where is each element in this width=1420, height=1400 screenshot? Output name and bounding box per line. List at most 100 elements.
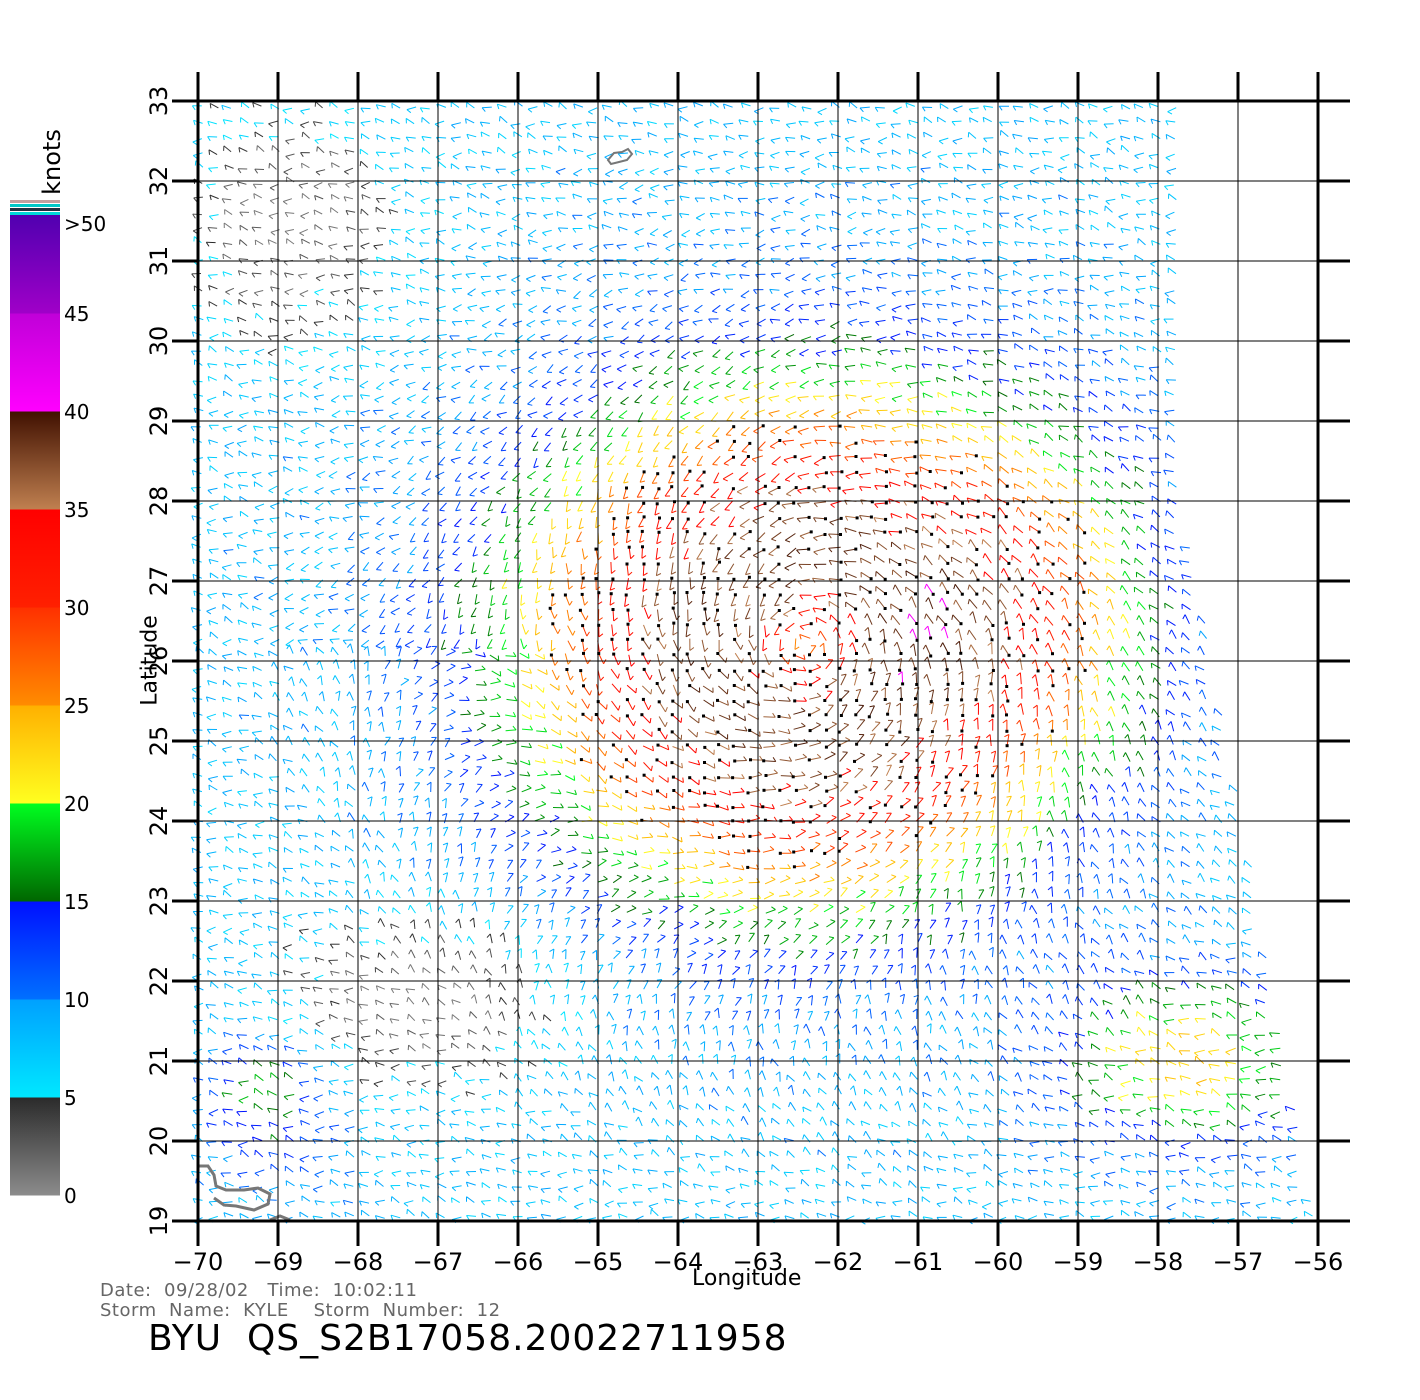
wind-vector-barb (267, 1016, 271, 1022)
wind-vector (977, 717, 979, 730)
wind-vector (1012, 1047, 1023, 1052)
wind-vector-barb (1106, 721, 1110, 726)
wind-vector (1001, 949, 1007, 959)
wind-vector (563, 1026, 569, 1036)
wind-vector (944, 703, 949, 716)
wind-vector (716, 1025, 719, 1036)
wind-vector-barb (1181, 880, 1185, 886)
wind-vector-barb (1240, 941, 1244, 947)
wind-vector (1035, 718, 1040, 730)
wind-vector-barb (814, 889, 820, 893)
wind-vector (733, 851, 746, 855)
wind-vector (267, 1016, 278, 1021)
wind-vector-barb (419, 1105, 422, 1111)
wind-vector (254, 894, 264, 900)
wind-vector-barb (1151, 708, 1154, 714)
wind-vector (674, 879, 685, 885)
wind-vector (552, 994, 555, 1005)
wind-vector-barb (1198, 905, 1201, 911)
wind-vector (597, 964, 604, 974)
wind-vector-barb (631, 905, 637, 909)
wind-vector-barb (829, 845, 835, 849)
wind-vector (536, 876, 546, 882)
wind-vector (961, 719, 965, 732)
wind-vector-barb (513, 1073, 517, 1079)
wind-vector-barb (606, 1040, 610, 1045)
wind-vector (398, 706, 402, 716)
wind-vector-barb (1043, 1213, 1047, 1219)
wind-vector (282, 1061, 293, 1067)
wind-vector (612, 980, 620, 990)
wind-vector (804, 1088, 811, 1098)
wind-vector (1111, 796, 1116, 807)
wind-vector-barb (984, 994, 988, 1000)
wind-vector (1242, 1210, 1252, 1218)
wind-vector (474, 901, 478, 912)
wind-vector-barb (358, 975, 363, 980)
wind-vector-barb (1088, 1080, 1092, 1085)
wind-vector-barb (1166, 907, 1168, 913)
wind-vector-barb (953, 1196, 956, 1202)
wind-vector-barb (697, 831, 702, 836)
wind-vector (527, 1153, 538, 1157)
wind-vector (1060, 1042, 1068, 1051)
wind-vector (1072, 1094, 1083, 1097)
wind-vector-barb (592, 949, 597, 954)
rain-flag-marker (579, 758, 583, 762)
wind-vector (399, 798, 404, 808)
wind-vector-barb (699, 1086, 704, 1092)
wind-vector (1209, 1078, 1221, 1082)
wind-vector (1042, 1060, 1053, 1064)
wind-vector (793, 978, 796, 989)
wind-vector (865, 1070, 871, 1080)
wind-vector-barb (381, 795, 387, 800)
rain-flag-marker (1005, 744, 1009, 748)
wind-vector-barb (1242, 1143, 1248, 1147)
wind-vector (452, 1185, 462, 1188)
wind-vector (1023, 795, 1026, 807)
wind-vector-barb (1016, 719, 1021, 725)
wind-vector-barb (717, 964, 723, 968)
wind-vector-barb (640, 1010, 646, 1014)
wind-vector (550, 792, 562, 795)
wind-vector-barb (914, 919, 920, 921)
wind-vector-barb (1073, 1173, 1078, 1178)
wind-vector-barb (1269, 1049, 1274, 1054)
wind-vector-barb (1071, 1096, 1077, 1101)
wind-vector (466, 1148, 475, 1156)
wind-vector-barb (875, 799, 881, 804)
wind-vector (1211, 725, 1222, 731)
wind-vector-barb (709, 1156, 714, 1161)
wind-vector (550, 728, 561, 736)
wind-vector (825, 773, 838, 778)
wind-vector (847, 1163, 857, 1171)
wind-vector-barb (540, 814, 545, 818)
wind-vector-barb (344, 1211, 347, 1218)
wind-vector-barb (694, 863, 698, 869)
wind-vector (757, 1041, 764, 1051)
wind-vector (1136, 1170, 1146, 1173)
wind-vector-barb (801, 877, 806, 882)
wind-vector-barb (904, 751, 910, 754)
wind-vector-barb (735, 934, 741, 937)
rain-flag-marker (731, 806, 735, 810)
wind-vector-barb (817, 770, 822, 775)
wind-vector (839, 782, 849, 792)
wind-vector-barb (238, 714, 243, 720)
wind-vector (686, 865, 698, 870)
wind-vector-barb (1108, 796, 1113, 802)
wind-vector-barb (207, 1077, 212, 1083)
wind-vector-barb (892, 1149, 895, 1155)
wind-vector (1151, 982, 1161, 990)
wind-vector-barb (366, 749, 372, 753)
wind-vector-barb (481, 722, 487, 726)
wind-vector (565, 887, 572, 897)
wind-vector-barb (771, 1164, 773, 1170)
wind-vector-barb (540, 843, 546, 846)
wind-vector (368, 690, 372, 701)
wind-vector (407, 1029, 416, 1035)
wind-vector (605, 1131, 613, 1140)
wind-vector-barb (1225, 944, 1230, 949)
wind-vector (1240, 1202, 1251, 1205)
wind-vector-barb (846, 768, 852, 772)
